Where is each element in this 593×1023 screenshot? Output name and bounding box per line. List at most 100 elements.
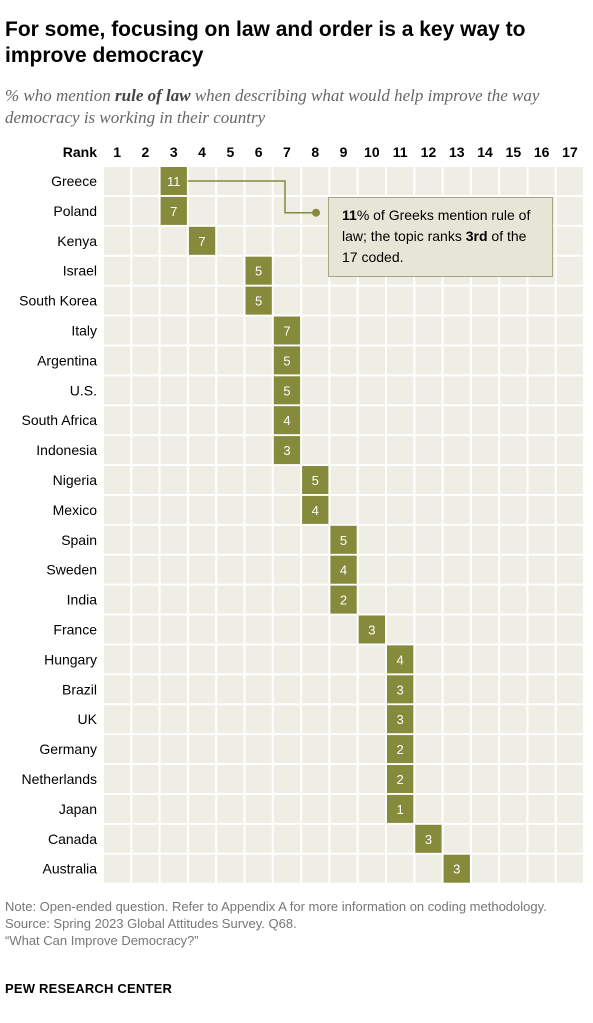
grid-cell xyxy=(556,495,584,524)
grid-cell xyxy=(358,525,385,554)
grid-cell xyxy=(302,346,329,375)
grid-cell xyxy=(500,525,527,554)
grid-cell xyxy=(104,196,131,225)
grid-cell xyxy=(302,316,329,345)
grid-cell xyxy=(528,406,555,435)
grid-cell xyxy=(556,256,584,285)
grid-cell xyxy=(358,794,385,823)
grid-cell xyxy=(188,346,216,375)
grid-cell xyxy=(188,854,216,883)
grid-cell xyxy=(188,824,216,853)
rank-column-label: 5 xyxy=(226,144,234,160)
grid-cell xyxy=(273,585,301,614)
grid-cell xyxy=(415,675,442,704)
grid-cell xyxy=(528,705,555,734)
grid-cell xyxy=(273,466,301,494)
grid-cell xyxy=(104,735,131,764)
rank-marker-value: 5 xyxy=(255,294,262,309)
grid-cell xyxy=(387,436,414,465)
rank-marker xyxy=(245,286,272,315)
grid-cell xyxy=(330,286,357,315)
grid-cell xyxy=(302,824,329,853)
rank-marker xyxy=(273,406,301,435)
grid-cell xyxy=(528,346,555,375)
grid-cell xyxy=(358,824,385,853)
row-country-label: Argentina xyxy=(37,352,97,368)
grid-cell xyxy=(528,525,555,554)
row-country-label: Germany xyxy=(39,741,97,757)
grid-cell xyxy=(358,585,385,614)
grid-cell xyxy=(188,316,216,345)
grid-cell xyxy=(245,854,272,883)
grid-cell xyxy=(217,346,244,375)
grid-cell xyxy=(556,346,584,375)
grid-cell xyxy=(217,585,244,614)
grid-cell xyxy=(387,495,414,524)
grid-cell xyxy=(217,406,244,435)
rank-marker-value: 7 xyxy=(170,204,177,219)
grid-cell xyxy=(302,376,329,405)
rank-marker-value: 5 xyxy=(312,473,319,488)
grid-cell xyxy=(528,735,555,764)
grid-cell xyxy=(471,794,499,823)
rank-column-label: 6 xyxy=(255,144,263,160)
grid-cell xyxy=(245,735,272,764)
grid-cell xyxy=(556,376,584,405)
grid-cell xyxy=(443,436,470,465)
grid-cell xyxy=(471,406,499,435)
rank-marker-value: 7 xyxy=(198,234,205,249)
grid-cell xyxy=(273,286,301,315)
grid-cell xyxy=(188,585,216,614)
row-country-label: Nigeria xyxy=(53,472,98,488)
grid-cell xyxy=(471,376,499,405)
callout-text-a: % of Greeks mention rule of law; the top… xyxy=(342,207,531,244)
grid-cell xyxy=(188,735,216,764)
grid-cell xyxy=(528,555,555,584)
grid-cell xyxy=(302,555,329,584)
grid-cell xyxy=(160,735,187,764)
grid-cell xyxy=(217,226,244,255)
source-organization: PEW RESEARCH CENTER xyxy=(5,981,173,996)
grid-cell xyxy=(443,735,470,764)
grid-cell xyxy=(245,376,272,405)
grid-cell xyxy=(358,675,385,704)
grid-cell xyxy=(471,765,499,793)
grid-cell xyxy=(387,376,414,405)
grid-cell xyxy=(415,585,442,614)
grid-cell xyxy=(358,316,385,345)
grid-cell xyxy=(160,675,187,704)
rank-column-label: 9 xyxy=(340,144,348,160)
grid-cell xyxy=(556,167,584,195)
row-country-label: Japan xyxy=(59,801,97,817)
grid-cell xyxy=(528,675,555,704)
rank-column-label: 12 xyxy=(421,144,437,160)
grid-cell xyxy=(245,406,272,435)
rank-marker-value: 2 xyxy=(397,772,404,787)
grid-cell xyxy=(104,376,131,405)
grid-cell xyxy=(471,824,499,853)
grid-cell xyxy=(387,167,414,195)
grid-cell xyxy=(358,555,385,584)
row-country-label: Israel xyxy=(63,263,97,279)
grid-cell xyxy=(528,466,555,494)
grid-cell xyxy=(273,525,301,554)
subtitle-emphasis: rule of law xyxy=(115,86,191,105)
grid-cell xyxy=(104,645,131,674)
grid-cell xyxy=(415,316,442,345)
grid-cell xyxy=(217,615,244,644)
grid-cell xyxy=(556,555,584,584)
grid-cell xyxy=(160,794,187,823)
rank-marker xyxy=(358,615,385,644)
grid-cell xyxy=(273,765,301,793)
grid-cell xyxy=(188,406,216,435)
grid-cell xyxy=(556,406,584,435)
grid-cell xyxy=(471,466,499,494)
grid-cell xyxy=(245,495,272,524)
rank-marker xyxy=(387,705,414,734)
grid-cell xyxy=(132,794,159,823)
grid-cell xyxy=(245,585,272,614)
grid-cell xyxy=(415,854,442,883)
grid-cell xyxy=(471,675,499,704)
grid-cell xyxy=(358,854,385,883)
